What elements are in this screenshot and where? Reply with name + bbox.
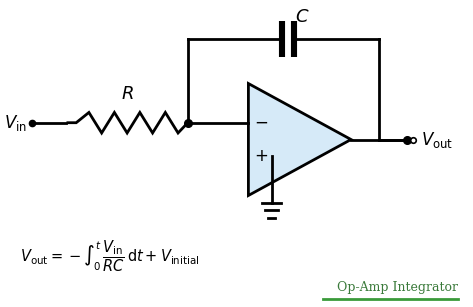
Text: $+$: $+$ [254,147,269,165]
Text: $V_{\rm in}$: $V_{\rm in}$ [4,113,27,133]
Text: $V_{\rm out}$: $V_{\rm out}$ [421,130,453,150]
Polygon shape [248,84,351,196]
Text: $V_{\rm out}= -\int_0^t\,\dfrac{V_{\rm in}}{RC}\,{\rm d}t + V_{\rm initial}$: $V_{\rm out}= -\int_0^t\,\dfrac{V_{\rm i… [20,239,199,274]
Text: $R$: $R$ [121,85,133,103]
Text: $-$: $-$ [254,113,269,131]
Text: Op-Amp Integrator: Op-Amp Integrator [337,281,458,294]
Text: $C$: $C$ [295,8,309,26]
